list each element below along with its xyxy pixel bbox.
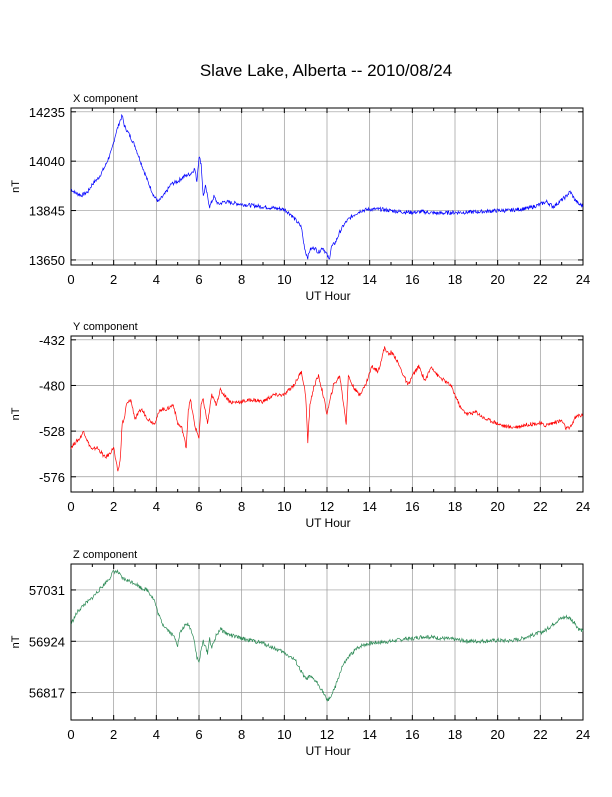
x-panel-ytick-label: 13650 <box>29 253 65 268</box>
x-panel-xtick-label: 4 <box>153 272 160 287</box>
y-panel-xtick-label: 20 <box>490 499 504 514</box>
y-panel-xtick-label: 22 <box>533 499 547 514</box>
x-panel-ytick-label: 14235 <box>29 105 65 120</box>
z-panel-ytick-label: 56924 <box>29 634 65 649</box>
z-panel-xtick-label: 8 <box>238 727 245 742</box>
x-panel-ytick-label: 13845 <box>29 204 65 219</box>
x-panel-xtick-label: 6 <box>195 272 202 287</box>
z-panel-xtick-label: 22 <box>533 727 547 742</box>
y-panel-xtick-label: 6 <box>195 499 202 514</box>
x-panel-xtick-label: 0 <box>67 272 74 287</box>
x-panel: 0 2 4 6 8 10 12 14 16 18 20 22 241365013845140401423… <box>10 93 590 303</box>
x-panel-ylabel: nT <box>10 180 22 193</box>
z-panel-xtick-label: 6 <box>195 727 202 742</box>
y-panel-label: Y component <box>73 321 138 333</box>
x-panel-xtick-label: 20 <box>490 272 504 287</box>
x-panel-xtick-label: 18 <box>448 272 462 287</box>
y-panel-xtick-label: 24 <box>576 499 590 514</box>
z-panel-ytick-label: 57031 <box>29 583 65 598</box>
x-panel-xtick-label: 22 <box>533 272 547 287</box>
x-panel-label: X component <box>73 93 138 105</box>
z-panel-xtick-label: 18 <box>448 727 462 742</box>
x-panel-xtick-label: 2 <box>110 272 117 287</box>
chart-title: Slave Lake, Alberta -- 2010/08/24 <box>200 61 452 80</box>
z-panel-xtick-label: 10 <box>277 727 291 742</box>
z-panel-ylabel: nT <box>10 635 22 648</box>
z-panel-xtick-label: 4 <box>153 727 160 742</box>
y-panel-xtick-label: 0 <box>67 499 74 514</box>
x-panel-xtick-label: 10 <box>277 272 291 287</box>
x-panel-xtick-label: 14 <box>362 272 376 287</box>
y-panel-xtick-label: 10 <box>277 499 291 514</box>
y-panel-ylabel: nT <box>10 407 22 420</box>
y-panel-xtick-label: 14 <box>362 499 376 514</box>
y-panel-ytick-label: -432 <box>39 333 65 348</box>
y-panel-series-line <box>70 346 584 472</box>
y-panel-xtick-label: 18 <box>448 499 462 514</box>
x-panel-xtick-label: 16 <box>405 272 419 287</box>
x-panel-xtick-label: 8 <box>238 272 245 287</box>
y-panel-xlabel: UT Hour <box>305 516 350 530</box>
z-panel-xtick-label: 20 <box>490 727 504 742</box>
z-panel-series-line <box>70 569 584 702</box>
x-panel-xlabel: UT Hour <box>305 289 350 303</box>
z-panel-xtick-label: 2 <box>110 727 117 742</box>
z-panel-xtick-label: 24 <box>576 727 590 742</box>
z-panel-xtick-label: 12 <box>320 727 334 742</box>
y-panel-xtick-label: 4 <box>153 499 160 514</box>
y-panel-xtick-label: 2 <box>110 499 117 514</box>
y-panel-xtick-label: 12 <box>320 499 334 514</box>
z-panel-xtick-label: 0 <box>67 727 74 742</box>
z-panel-label: Z component <box>73 549 137 561</box>
y-panel-ytick-label: -576 <box>39 470 65 485</box>
x-panel-ytick-label: 14040 <box>29 154 65 169</box>
y-panel-ytick-label: -480 <box>39 378 65 393</box>
x-panel-xtick-label: 24 <box>576 272 590 287</box>
y-panel-xtick-label: 16 <box>405 499 419 514</box>
z-panel-xtick-label: 14 <box>362 727 376 742</box>
y-panel-ytick-label: -528 <box>39 424 65 439</box>
z-panel-xtick-label: 16 <box>405 727 419 742</box>
x-panel-series-line <box>70 113 584 260</box>
x-panel-xtick-label: 12 <box>320 272 334 287</box>
y-panel-xtick-label: 8 <box>238 499 245 514</box>
z-panel-ytick-label: 56817 <box>29 686 65 701</box>
z-panel-xlabel: UT Hour <box>305 744 350 758</box>
